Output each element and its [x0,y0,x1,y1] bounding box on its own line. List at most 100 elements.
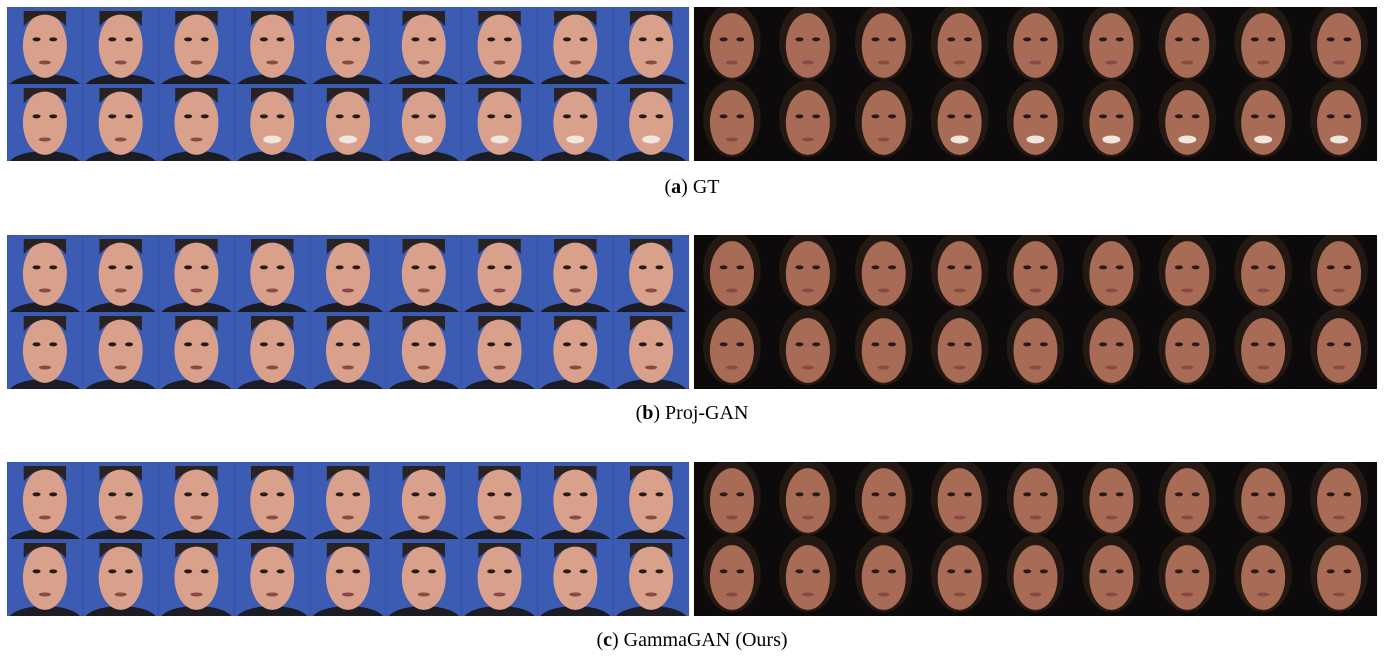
eye [260,342,268,346]
eye [1040,569,1048,573]
face [710,241,754,306]
mouth [1105,288,1117,292]
face [1089,318,1133,383]
eye [964,342,972,346]
face [402,545,446,610]
eye [1099,37,1107,41]
face [23,13,67,78]
face [250,241,294,306]
mouth [1181,592,1193,596]
eye [639,569,647,573]
mouth [1333,365,1345,369]
eye [184,342,192,346]
face [1241,545,1285,610]
mouth [569,60,581,64]
caption: (a) GT [0,175,1384,199]
face [326,545,370,610]
eye [504,569,512,573]
eye [871,37,879,41]
eye [1327,265,1335,269]
face [1165,90,1209,155]
face [174,318,218,383]
face [1241,468,1285,533]
eye [125,492,133,496]
eye [947,492,955,496]
face [402,468,446,533]
eye [720,492,728,496]
eye [125,569,133,573]
eye [504,342,512,346]
face [1089,468,1133,533]
face-image [1225,80,1301,161]
face [1013,545,1057,610]
eye [1023,342,1031,346]
eye [795,342,803,346]
face [1013,318,1057,383]
face-image [770,308,846,389]
eye [563,37,571,41]
face-image [462,84,538,161]
face [710,545,754,610]
face [478,90,522,155]
eye [947,37,955,41]
mouth [726,365,738,369]
face [326,13,370,78]
eye [336,342,344,346]
eye [336,569,344,573]
eye [277,114,285,118]
image-grid [0,462,1384,616]
mouth [1105,60,1117,64]
eye [812,114,820,118]
face [1013,13,1057,78]
eye [1099,114,1107,118]
eye [888,342,896,346]
face [938,90,982,155]
eye [277,265,285,269]
eye [49,569,57,573]
eye [428,265,436,269]
face [938,545,982,610]
page: {"figure": {"panels": [ {"caption": {"pr… [0,0,1384,657]
mouth [266,288,278,292]
face [174,90,218,155]
face-image [1149,535,1225,616]
caption-text: ) GT [681,176,719,198]
eye [1175,492,1183,496]
mouth [266,60,278,64]
mouth [878,288,890,292]
face-image [846,308,922,389]
eye [1116,114,1124,118]
eye [655,114,663,118]
eye [795,265,803,269]
face [710,13,754,78]
mouth [1105,592,1117,596]
eye [184,492,192,496]
mouth [115,288,127,292]
mouth [1333,288,1345,292]
mouth [1257,365,1269,369]
eye [201,265,209,269]
mouth [266,592,278,596]
eye [736,114,744,118]
mouth [494,288,506,292]
eye [947,569,955,573]
eye [964,265,972,269]
face [1089,241,1133,306]
mouth [569,515,581,519]
mouth [1333,515,1345,519]
eye [1343,37,1351,41]
caption: (b) Proj-GAN [0,401,1384,425]
mouth [494,60,506,64]
face-image [694,535,770,616]
eye [487,492,495,496]
face [786,90,830,155]
eye [1192,342,1200,346]
eye [871,342,879,346]
eye [871,265,879,269]
face-image [159,539,235,616]
mouth [39,137,51,141]
eye [504,265,512,269]
face [99,545,143,610]
eye [201,569,209,573]
face [478,318,522,383]
